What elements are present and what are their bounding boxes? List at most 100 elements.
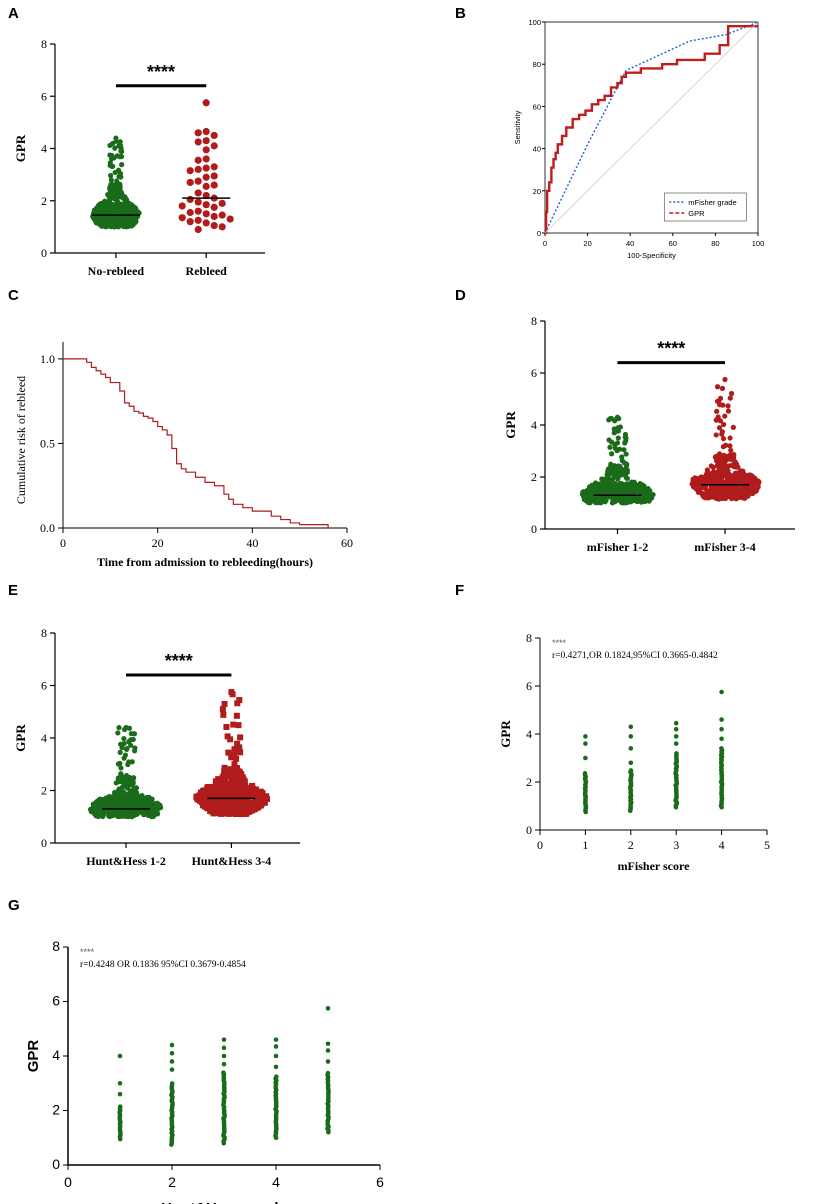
scatter-point	[719, 726, 724, 732]
swarm-point	[199, 802, 206, 809]
swarm-point	[620, 470, 626, 476]
swarm-point	[223, 804, 230, 811]
swarm-point	[582, 496, 588, 502]
swarm-point	[250, 792, 257, 799]
scatter-point	[583, 734, 588, 739]
x-tick-label: 40	[626, 239, 634, 248]
x-tick-label: 0	[64, 1174, 72, 1190]
x-tick-label: 5	[764, 838, 770, 852]
swarm-point	[692, 483, 699, 489]
y-tick-label: 2	[41, 784, 47, 798]
swarm-point	[108, 177, 114, 183]
panel-f-label: F	[455, 582, 464, 599]
swarm-point	[732, 479, 738, 485]
scatter-point	[673, 734, 679, 739]
y-tick-label: 0	[41, 246, 47, 260]
rebleed-point	[202, 127, 210, 136]
swarm-point	[745, 472, 751, 479]
swarm-point	[725, 403, 731, 409]
rebleed-point	[194, 216, 202, 224]
y-tick-label: 0	[526, 823, 532, 837]
scatter-point	[169, 1067, 175, 1072]
rebleed-point	[186, 195, 194, 204]
swarm-point	[609, 483, 615, 489]
swarm-point	[607, 444, 613, 450]
swarm-point	[223, 723, 230, 730]
swarm-point	[609, 476, 616, 483]
swarm-point	[214, 792, 221, 799]
swarm-point	[623, 451, 629, 457]
swarm-point	[114, 810, 120, 817]
swarm-point	[226, 780, 233, 787]
swarm-point	[222, 780, 229, 787]
rebleed-point	[202, 210, 210, 218]
y-tick-label: 0.5	[40, 436, 55, 450]
significance-stars: ****	[165, 651, 193, 671]
rebleed-point	[226, 215, 234, 223]
gpr-series-line	[544, 25, 758, 235]
swarm-point	[217, 778, 224, 785]
swarm-point	[621, 447, 627, 453]
annotation-stars: ****	[80, 947, 95, 957]
swarm-point	[128, 205, 134, 212]
x-tick-label: 4	[272, 1174, 280, 1190]
scatter-point	[719, 717, 724, 722]
swarm-point	[690, 478, 696, 485]
scatter-point	[628, 734, 634, 739]
y-tick-label: 4	[526, 727, 532, 741]
swarm-point	[224, 792, 231, 799]
rebleed-point	[178, 214, 186, 222]
rebleed-point	[194, 225, 202, 234]
y-tick-label: 8	[41, 626, 47, 640]
swarm-point	[721, 459, 728, 466]
y-tick-label: 0	[537, 229, 541, 238]
y-tick-label: 8	[41, 37, 47, 51]
rebleed-point	[210, 212, 218, 221]
rebleed-point	[186, 208, 194, 217]
swarm-point	[120, 223, 126, 229]
swarm-point	[127, 201, 133, 207]
swarm-point	[106, 220, 112, 226]
y-axis-label: GPR	[498, 720, 513, 748]
swarm-point	[738, 468, 744, 474]
x-tick-label: 3	[673, 838, 679, 852]
swarm-point	[237, 784, 244, 791]
swarm-point	[106, 209, 112, 215]
y-tick-label: 0	[531, 522, 537, 536]
swarm-point	[727, 435, 733, 441]
x-tick-label: 100	[752, 239, 765, 248]
swarm-point	[227, 800, 234, 807]
panel-c-svg: C 0.0 0.5 1.0 0 20 40 60 Time from admission to…	[8, 287, 353, 569]
scatter-points	[117, 1006, 331, 1147]
y-tick-label: 20	[533, 187, 541, 196]
plot-frame	[544, 21, 759, 234]
swarm-point	[726, 493, 732, 499]
swarm-point	[230, 721, 237, 728]
swarm-point	[605, 467, 611, 473]
rebleed-point	[202, 99, 210, 107]
swarm-point	[217, 796, 224, 803]
x-axis-label: Hunt&Hess grade	[161, 1200, 287, 1204]
reference-series-line	[544, 21, 759, 234]
swarm-point	[728, 390, 735, 397]
swarm-point	[220, 711, 227, 718]
panel-a-label: A	[8, 5, 19, 22]
swarm-point	[100, 209, 107, 215]
swarm-point	[250, 806, 257, 813]
swarm-point	[719, 385, 726, 391]
scatter-point	[221, 1061, 227, 1067]
rebleed-point	[194, 177, 202, 185]
x-tick-label: Hunt&Hess 1-2	[86, 854, 166, 868]
rebleed-point	[210, 163, 218, 171]
x-tick-label: 0	[537, 838, 543, 852]
swarm-point	[125, 780, 131, 787]
swarm-point	[619, 489, 626, 495]
swarm-point	[739, 478, 745, 485]
swarm-point	[720, 471, 726, 477]
swarm-point	[716, 451, 723, 457]
swarm-point	[146, 803, 153, 809]
swarm-point	[608, 461, 614, 467]
swarm-point	[235, 794, 242, 801]
scatter-point	[169, 1042, 175, 1048]
swarm-point	[235, 722, 242, 729]
